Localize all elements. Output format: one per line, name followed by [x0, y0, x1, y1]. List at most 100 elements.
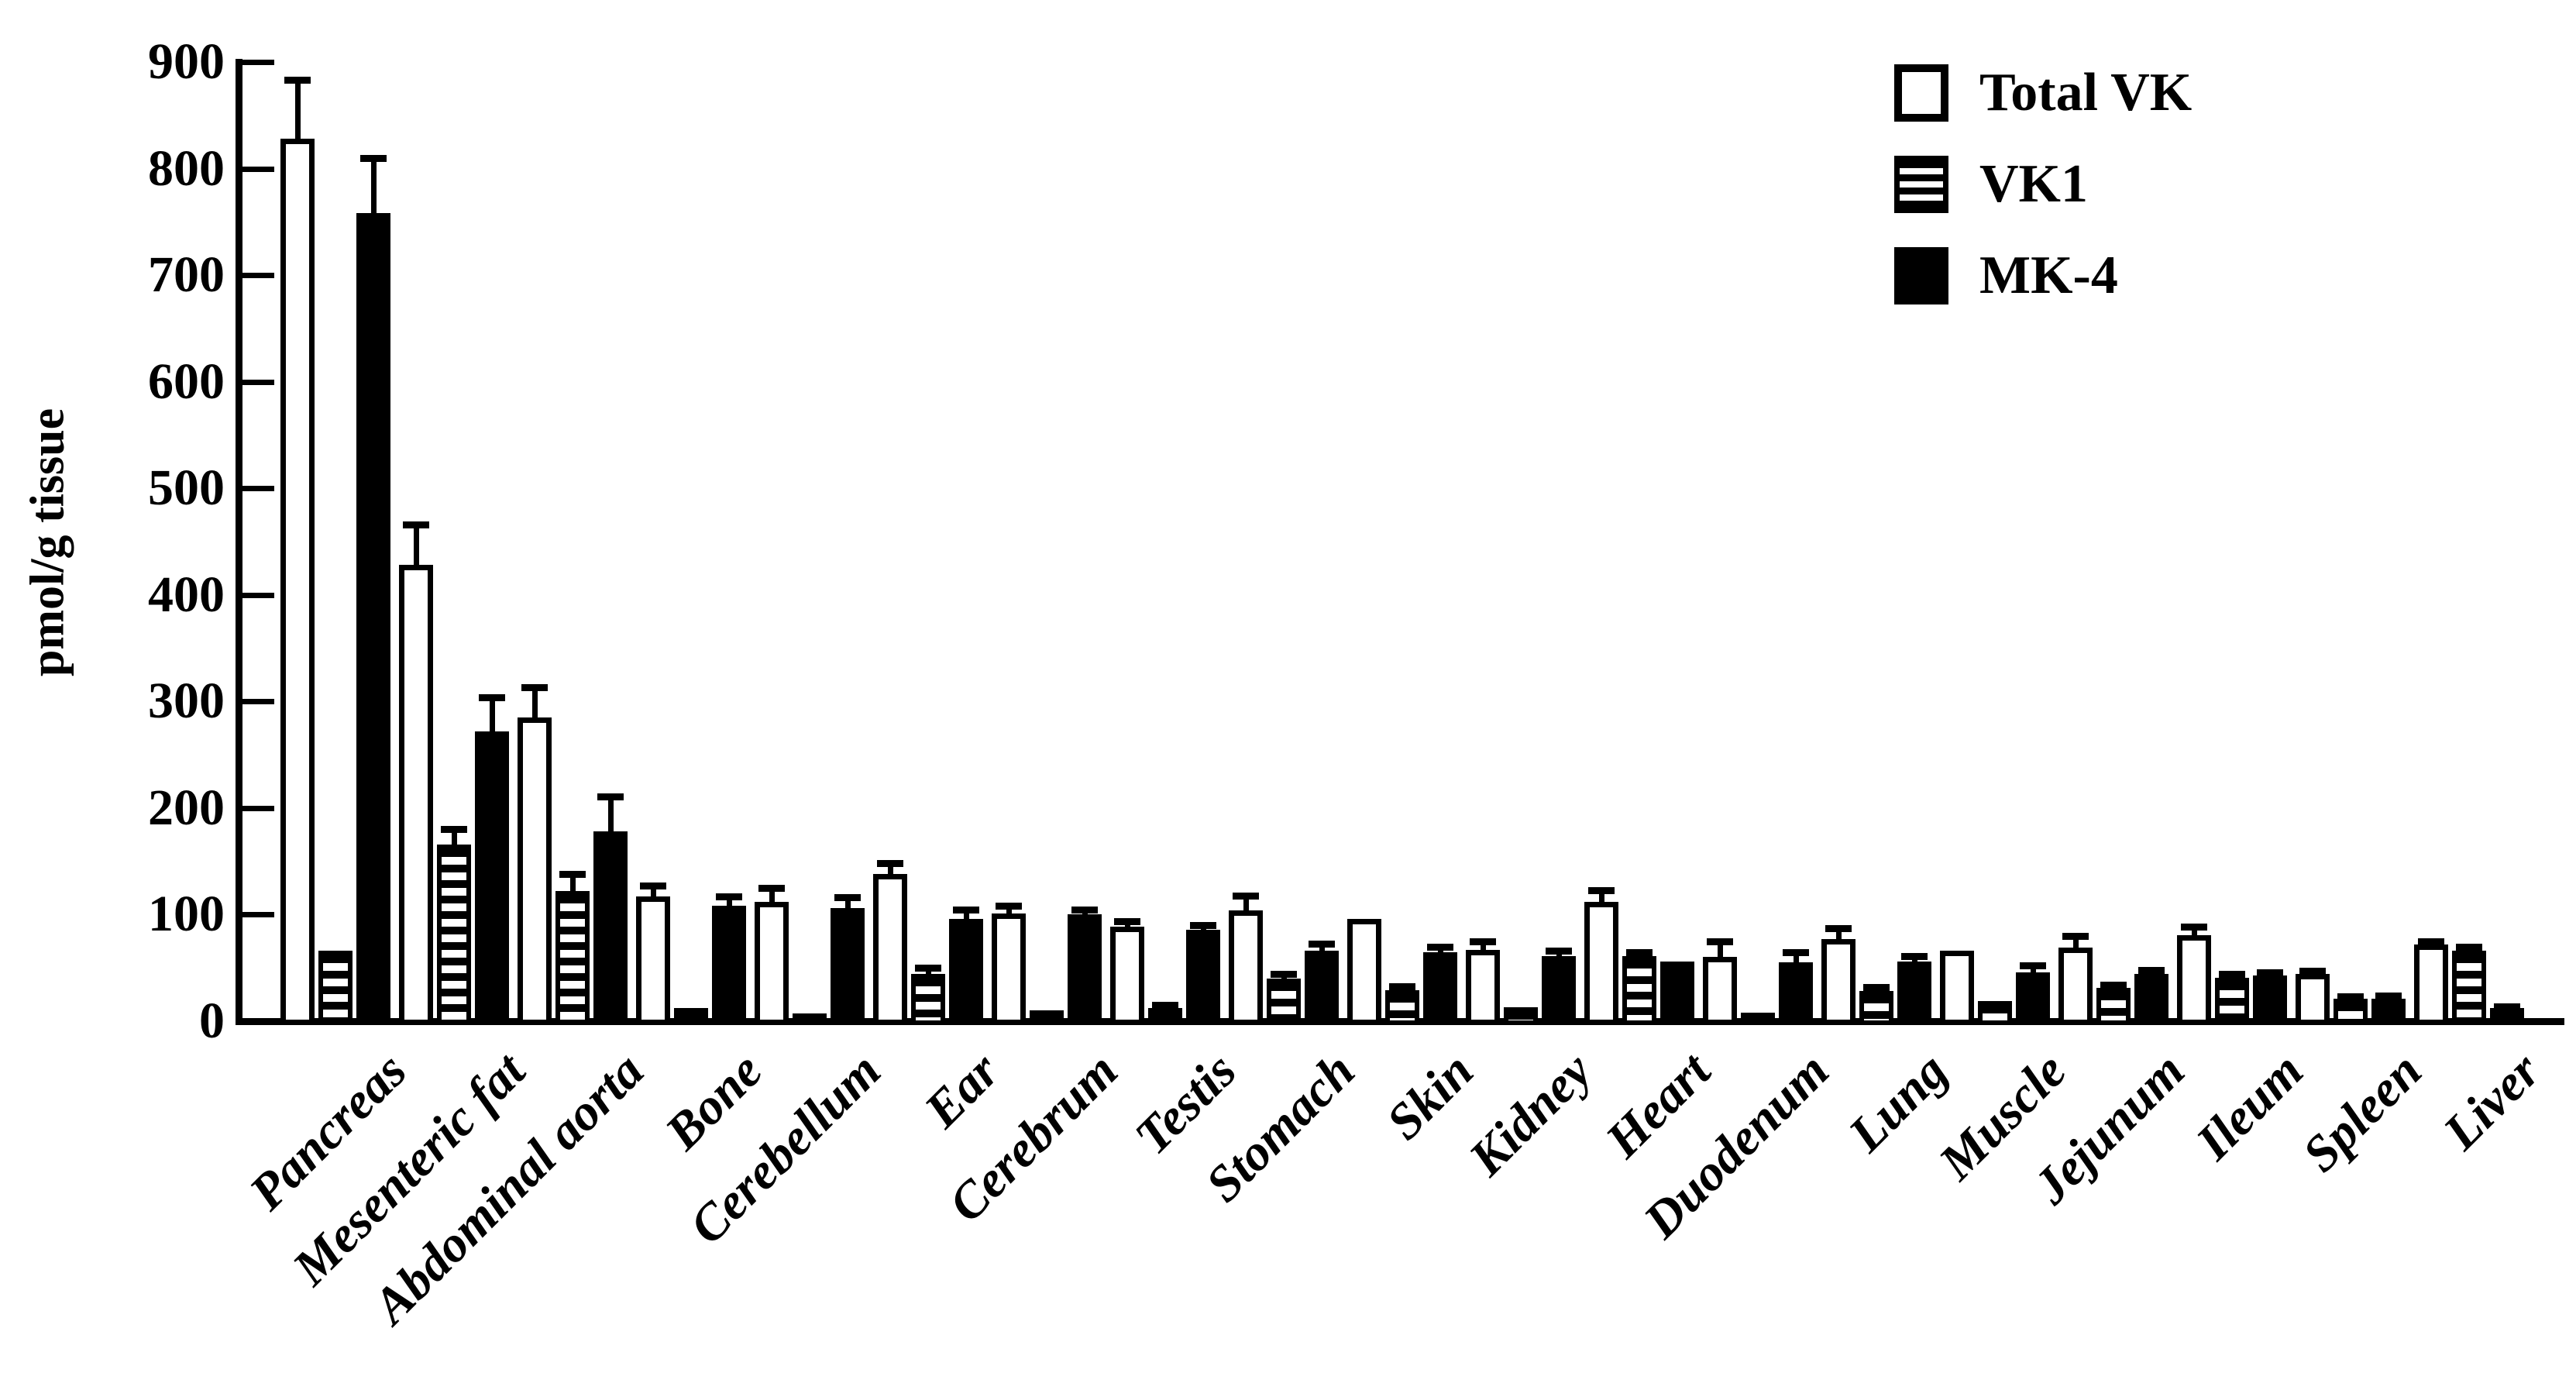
- error-bar-cap: [2418, 938, 2444, 945]
- error-bar: [294, 80, 301, 139]
- y-tick-mark: [242, 805, 274, 811]
- bar-vk1: [2334, 999, 2368, 1025]
- error-bar-cap: [2257, 969, 2283, 976]
- error-bar: [769, 888, 775, 902]
- y-tick-label: 700: [148, 246, 225, 304]
- bar-vk1: [1030, 1010, 1064, 1025]
- error-bar-cap: [1427, 943, 1453, 951]
- error-bar-cap: [1470, 938, 1496, 945]
- error-bar: [413, 524, 419, 566]
- bar-vk1: [1978, 1000, 2012, 1025]
- error-bar-cap: [2100, 982, 2127, 989]
- bar-mk-4: [2016, 972, 2050, 1025]
- bar-total-vk: [992, 913, 1026, 1025]
- error-bar-cap: [521, 684, 548, 692]
- error-bar: [726, 896, 732, 907]
- y-tick-mark: [242, 699, 274, 705]
- error-bar-cap: [1863, 983, 1890, 991]
- error-bar-cap: [360, 154, 387, 162]
- y-axis-line: [236, 59, 242, 1024]
- bar-total-vk: [636, 896, 670, 1025]
- legend-label: MK-4: [1979, 246, 2118, 305]
- error-bar: [531, 687, 538, 717]
- bar-total-vk: [1466, 949, 1500, 1025]
- bar-vk1: [793, 1013, 827, 1025]
- y-tick-label: 500: [148, 459, 225, 517]
- bar-mk-4: [712, 906, 746, 1025]
- bar-mk-4: [2253, 975, 2287, 1025]
- error-bar-cap: [1546, 948, 1572, 955]
- bar-mk-4: [2490, 1008, 2524, 1025]
- bar-mk-4: [356, 213, 390, 1025]
- error-bar-cap: [1309, 940, 1335, 948]
- bar-mk-4: [831, 908, 865, 1025]
- error-bar-cap: [2337, 993, 2364, 1001]
- error-bar-cap: [403, 521, 429, 528]
- y-tick-mark: [242, 379, 274, 385]
- bar-total-vk: [2058, 948, 2093, 1025]
- y-tick-label: 600: [148, 353, 225, 410]
- bar-mk-4: [2371, 999, 2406, 1025]
- legend-item: VK1: [1894, 153, 2192, 215]
- error-bar-cap: [1071, 906, 1098, 913]
- bar-mk-4: [1897, 961, 1931, 1025]
- bar-total-vk: [1347, 918, 1381, 1025]
- error-bar-cap: [1707, 938, 1733, 945]
- y-tick-mark: [242, 592, 274, 598]
- bar-mk-4: [1779, 962, 1813, 1025]
- y-tick-label: 100: [148, 886, 225, 943]
- error-bar: [650, 886, 656, 897]
- error-bar: [1717, 941, 1723, 958]
- bar-mk-4: [1068, 914, 1102, 1025]
- error-bar-cap: [2299, 968, 2326, 975]
- error-bar: [451, 829, 457, 845]
- bar-vk1: [2452, 951, 2486, 1025]
- bar-total-vk: [2296, 974, 2330, 1025]
- bar-vk1: [437, 844, 471, 1025]
- error-bar: [1598, 889, 1604, 902]
- bar-vk1: [1859, 991, 1893, 1025]
- bar-mk-4: [593, 831, 628, 1025]
- bar-total-vk: [1940, 951, 1974, 1025]
- bar-vk1: [555, 891, 590, 1025]
- bar-vk1: [2096, 988, 2131, 1025]
- error-bar-cap: [915, 965, 941, 972]
- error-bar: [370, 157, 377, 214]
- bar-mk-4: [2134, 974, 2168, 1025]
- error-bar-cap: [758, 885, 785, 893]
- legend-swatch-open-icon: [1894, 64, 1948, 122]
- error-bar-cap: [597, 793, 624, 800]
- error-bar-cap: [2219, 971, 2245, 979]
- error-bar-cap: [2375, 992, 2402, 999]
- y-tick-label: 400: [148, 566, 225, 623]
- error-bar-cap: [2181, 923, 2207, 931]
- bar-total-vk: [755, 901, 789, 1025]
- legend-item: MK-4: [1894, 245, 2192, 307]
- error-bar-cap: [2062, 932, 2089, 940]
- legend-label: VK1: [1979, 154, 2088, 214]
- y-tick-mark: [242, 486, 274, 492]
- legend: Total VK VK1 MK-4: [1894, 62, 2192, 336]
- error-bar-cap: [1114, 917, 1140, 925]
- error-bar-cap: [953, 906, 979, 913]
- bar-mk-4: [1660, 961, 1694, 1025]
- error-bar: [569, 874, 576, 892]
- bar-total-vk: [1110, 926, 1144, 1025]
- y-tick-mark: [242, 912, 274, 918]
- legend-swatch-stripes-icon: [1894, 156, 1948, 213]
- y-tick-label: 800: [148, 139, 225, 197]
- error-bar: [887, 863, 893, 875]
- legend-swatch-solid-icon: [1894, 247, 1948, 304]
- error-bar-cap: [1152, 1002, 1178, 1010]
- error-bar-cap: [1233, 892, 1259, 900]
- error-bar: [963, 909, 969, 919]
- error-bar-cap: [1783, 948, 1809, 956]
- bar-vk1: [1267, 978, 1301, 1025]
- error-bar-cap: [2494, 1003, 2520, 1010]
- error-bar-cap: [1901, 953, 1928, 961]
- error-bar-cap: [284, 77, 311, 84]
- bar-total-vk: [1703, 957, 1737, 1025]
- bar-vk1: [911, 974, 945, 1025]
- error-bar-cap: [2020, 962, 2046, 970]
